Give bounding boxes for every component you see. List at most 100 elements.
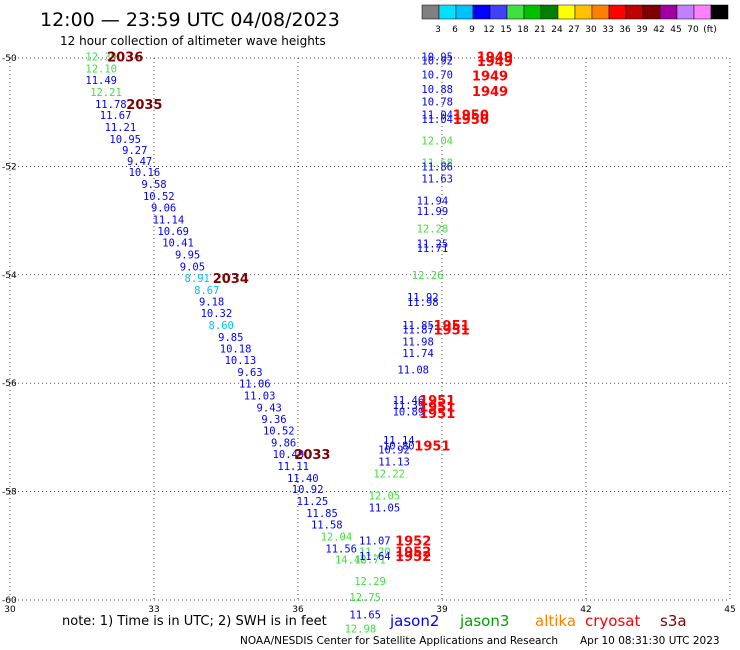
x-tick-label: 36 [292,605,304,615]
wave-height-point: 12.26 [412,270,444,282]
legend-label: 30 [585,25,597,35]
wave-height-point: 11.63 [421,174,453,186]
wave-height-point: 9.58 [141,179,166,191]
wave-height-point: 10.52 [263,426,295,438]
mission-cryosat: cryosat [585,612,640,630]
mission-jason3: jason3 [459,612,509,630]
legend-label: 27 [568,25,579,35]
legend-swatch [489,4,508,20]
wave-height-point: 10.69 [157,226,189,238]
wave-height-point: 11.78 [95,99,127,111]
legend-swatch [540,4,559,20]
y-tick-label: -60 [2,596,17,606]
wave-height-point: 11.40 [287,473,319,485]
legend-label: 18 [517,25,529,35]
pass-time-annotations: 2036203520342033194919491949194919501950… [107,51,513,565]
wave-height-point: 11.46 [393,395,425,407]
wave-height-point: 10.78 [421,97,453,109]
wave-height-point: 10.92 [421,56,453,68]
wave-height-point: 12.75 [349,592,381,604]
wave-height-point: 10.52 [143,191,175,203]
wave-height-point: 11.04 [421,114,453,126]
wave-height-point: 12.04 [421,136,453,148]
wave-height-point: 11.08 [397,364,429,376]
pass-time-label: 1949 [472,85,508,100]
pass-time-label: 1949 [472,70,508,85]
axis-ticks: 30 33 36 39 42 45 -50 -52 -54 -56 -58 -60 [2,54,736,615]
pass-time-label: 1950 [453,109,489,124]
wave-height-point: 11.13 [378,457,410,469]
legend-label: 33 [602,25,613,35]
mission-jason2: jason2 [389,612,439,630]
legend-label: 9 [469,25,475,35]
wave-height-point: 9.86 [271,438,296,450]
pass-time-label: 2035 [126,98,162,113]
legend-label: (ft) [703,25,717,35]
wave-height-point: 11.92 [407,292,439,304]
wave-height-point: 10.88 [421,84,453,96]
wave-height-point: 11.06 [239,379,271,391]
legend-swatch [642,4,661,20]
wave-height-point: 10.89 [393,407,425,419]
wave-height-point: 10.92 [378,445,410,457]
mission-altika: altika [535,612,576,630]
pass-time-label: 1952 [395,535,431,550]
wave-height-point: 8.67 [194,285,219,297]
legend-label: 24 [551,25,563,35]
wave-height-point: 11.99 [417,206,449,218]
wave-height-point: 10.18 [220,343,252,355]
pass-time-label: 1951 [419,394,455,409]
wave-height-point: 12.04 [321,531,353,543]
pass-time-label: 1949 [477,55,513,70]
pass-time-label: 1950 [453,113,489,128]
wave-height-point: 9.95 [175,250,200,262]
wave-height-point: 11.14 [383,435,415,447]
wave-height-point: 12.21 [90,87,122,99]
x-tick-label: 30 [4,605,16,615]
legend-label: 3 [435,25,441,35]
legend-swatch [523,4,542,20]
legend-label: 21 [534,25,545,35]
wave-height-point: 11.86 [421,162,453,174]
legend-swatch [557,4,576,20]
wave-height-point: 11.49 [85,75,117,87]
legend-swatch [574,4,593,20]
mission-legend: jason2 jason3 altika cryosat s3a [389,612,687,630]
y-tick-label: -58 [2,488,17,498]
wave-height-point: 11.04 [421,110,453,122]
pass-time-label: 1952 [395,550,431,565]
wave-height-point: 9.85 [218,332,243,344]
wave-height-point: 11.25 [297,496,329,508]
wave-height-point: 11.20 [359,547,391,559]
wave-height-point: 11.11 [277,461,309,473]
legend-swatch [591,4,610,20]
wave-height-point: 10.95 [421,52,453,64]
wave-height-point: 9.43 [257,402,282,414]
x-tick-label: 39 [436,605,448,615]
legend-swatch [438,4,457,20]
legend-swatch [506,4,525,20]
y-tick-label: -56 [2,379,17,389]
wave-height-point: 11.85 [306,508,338,520]
pass-time-label: 1951 [419,407,455,422]
pass-time-label: 2036 [107,51,143,66]
wave-height-point: 8.60 [209,320,234,332]
legend-label: 39 [636,25,648,35]
chart-subtitle: 12 hour collection of altimeter wave hei… [60,34,326,48]
wave-height-point: 11.98 [407,297,439,309]
wave-height-point: 11.74 [402,348,434,360]
wave-height-point: 11.25 [417,239,449,251]
legend-swatch [710,4,729,20]
wave-height-point: 10.70 [421,70,453,82]
x-tick-label: 42 [580,605,591,615]
legend-swatch [455,4,474,20]
wave-height-point: 12.29 [354,576,386,588]
wave-height-point: 11.68 [421,157,453,169]
legend-swatch [472,4,491,20]
wave-height-point: 11.94 [417,195,449,207]
color-legend: 3 6 9 12 15 18 21 24 27 30 33 36 39 42 45 70 (ft) [421,4,729,35]
wave-height-point: 9.63 [237,367,262,379]
pass-time-label: 1951 [434,319,470,334]
legend-label: 36 [619,25,631,35]
